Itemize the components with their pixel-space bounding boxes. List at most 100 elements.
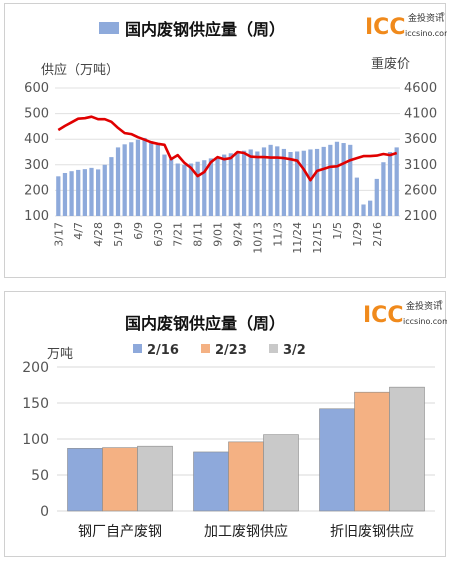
supply-bar	[235, 152, 240, 216]
supply-bar	[222, 154, 227, 216]
logo-site: iccsino.com	[405, 29, 447, 38]
y-axis-tick-label: 0	[40, 504, 49, 520]
supply-bar	[241, 150, 247, 216]
bar-2-16	[67, 448, 103, 512]
legend-label: 3/2	[283, 343, 306, 358]
y-axis-unit-label: 万吨	[47, 347, 73, 362]
supply-bar	[341, 143, 346, 216]
supply-bar	[89, 167, 94, 216]
logo-site: iccsino.com	[403, 317, 447, 326]
legend-swatch	[133, 344, 142, 353]
supply-bar	[261, 147, 267, 216]
x-axis-tick-label: 7/21	[172, 222, 185, 247]
supply-bar	[301, 150, 306, 216]
right-axis-tick-label: 2100	[404, 209, 437, 224]
legend-label: 2/16	[147, 343, 179, 358]
heavy-scrap-price-line	[57, 115, 398, 182]
supply-breakdown-bar-chart: ICC 金投资讯 ® iccsino.com 国内废钢供应量（周） 万吨 2/1…	[22, 299, 447, 540]
supply-bar	[348, 144, 353, 216]
logo-reg: ®	[440, 11, 445, 18]
supply-bar	[308, 149, 313, 216]
x-axis-tick-label: 5/19	[112, 222, 125, 247]
supply-bar	[334, 141, 340, 216]
supply-bar	[387, 152, 393, 216]
logo: ICC 金投资讯 ® iccsino.com	[365, 11, 447, 40]
bar-2-16	[193, 451, 229, 512]
supply-bar	[96, 169, 101, 216]
x-axis-tick-label: 4/28	[92, 222, 105, 247]
x-axis-tick-label: 10/13	[251, 222, 264, 254]
category-label: 钢厂自产废钢	[78, 524, 162, 540]
bar-3-2	[137, 445, 173, 512]
right-axis-tick-label: 4600	[404, 81, 437, 96]
supply-bar	[215, 157, 220, 216]
supply-bar	[381, 162, 386, 216]
supply-bar	[168, 159, 174, 216]
supply-bar	[135, 139, 141, 216]
supply-bar	[155, 144, 160, 216]
supply-bar	[328, 144, 333, 216]
left-axis-tick-label: 100	[24, 209, 49, 224]
supply-bar	[129, 142, 134, 216]
supply-bar	[175, 163, 180, 216]
x-axis-tick-label: 2/16	[371, 222, 384, 247]
legend-swatch	[201, 344, 210, 353]
bar-2-23	[102, 447, 138, 512]
right-axis-tick-label: 2600	[404, 183, 437, 198]
supply-bar	[115, 147, 121, 216]
left-axis-tick-label: 600	[24, 81, 49, 96]
x-axis-tick-label: 9/01	[212, 222, 225, 247]
supply-bar	[82, 169, 87, 216]
supply-bar	[321, 146, 326, 216]
supply-bar	[76, 169, 81, 216]
x-axis-tick-label: 3/17	[52, 222, 65, 247]
supply-bar	[56, 176, 61, 216]
supply-bar	[228, 153, 233, 216]
supply-bar	[202, 160, 207, 216]
legend-label: 2/23	[215, 343, 247, 358]
right-axis-tick-label: 4100	[404, 107, 437, 122]
bar-3-2	[263, 434, 299, 512]
logo-cn: 金投资讯	[408, 12, 444, 24]
x-axis-tick-label: 8/11	[192, 222, 205, 247]
supply-bar	[142, 137, 147, 216]
bar-2-23	[228, 441, 264, 512]
supply-bar	[208, 158, 214, 216]
x-axis-tick-label: 11/24	[291, 222, 304, 254]
y-axis-tick-label: 100	[22, 432, 49, 448]
supply-bar	[255, 151, 260, 216]
category-label: 加工废钢供应	[204, 523, 288, 540]
right-axis-tick-label: 3600	[404, 132, 437, 147]
left-axis-tick-label: 500	[24, 107, 49, 122]
weekly-supply-chart-panel: ICC 金投资讯 ® iccsino.com 国内废钢供应量（周） 供应（万吨）…	[4, 3, 447, 278]
y-axis-tick-label: 150	[22, 396, 49, 412]
supply-bar	[268, 144, 273, 216]
supply-bar	[248, 149, 253, 216]
right-axis-tick-label: 3100	[404, 158, 437, 173]
logo-brand: ICC	[363, 303, 403, 328]
legend-swatch	[99, 22, 119, 34]
supply-bar	[281, 148, 287, 216]
supply-bar	[122, 144, 127, 216]
right-axis-label: 重废价	[371, 56, 410, 72]
logo: ICC 金投资讯 ® iccsino.com	[363, 299, 447, 328]
chart2-title: 国内废钢供应量（周）	[125, 314, 285, 333]
supply-bar	[109, 157, 114, 216]
x-axis-tick-label: 4/7	[72, 222, 85, 240]
logo-cn: 金投资讯	[406, 300, 442, 312]
supply-bar	[368, 200, 373, 216]
supply-bar	[394, 147, 399, 216]
supply-bar	[62, 172, 68, 216]
x-axis-tick-label: 11/3	[271, 222, 284, 247]
logo-brand: ICC	[365, 15, 405, 40]
left-axis-label: 供应（万吨）	[41, 62, 119, 78]
supply-breakdown-chart-panel: ICC 金投资讯 ® iccsino.com 国内废钢供应量（周） 万吨 2/1…	[4, 291, 447, 557]
x-axis-tick-label: 1/5	[331, 222, 344, 240]
x-axis-tick-label: 1/29	[351, 222, 364, 247]
logo-reg: ®	[438, 299, 443, 306]
bar-2-23	[354, 391, 390, 512]
weekly-supply-combo-chart: ICC 金投资讯 ® iccsino.com 国内废钢供应量（周） 供应（万吨）…	[24, 11, 447, 254]
supply-bar	[102, 164, 107, 216]
left-axis-tick-label: 300	[24, 158, 49, 173]
supply-bar	[295, 151, 300, 216]
